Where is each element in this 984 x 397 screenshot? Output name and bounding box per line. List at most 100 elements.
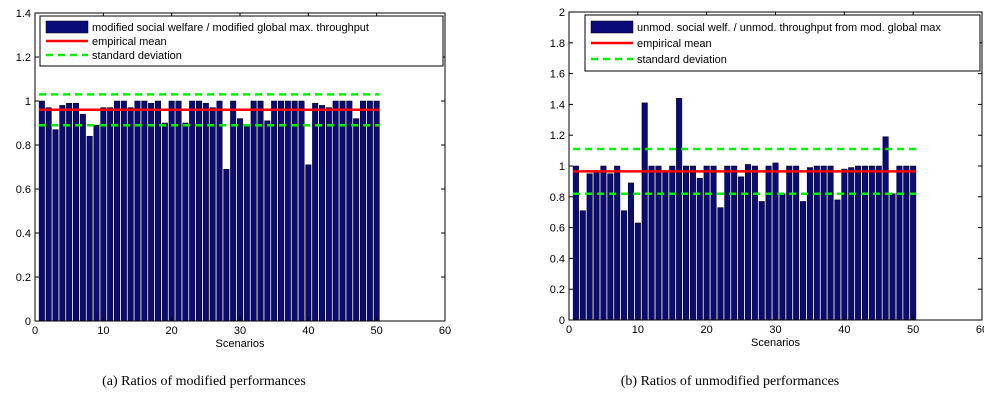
bar-b-17 xyxy=(683,165,690,321)
bar-a-45 xyxy=(339,100,346,322)
legend-label-a-2: standard deviation xyxy=(92,50,182,62)
y-tick-label-b: 1 xyxy=(559,161,565,173)
bar-b-32 xyxy=(786,165,793,321)
bar-a-7 xyxy=(79,113,86,322)
y-tick-label-b: 1.2 xyxy=(550,130,565,142)
bar-a-46 xyxy=(346,100,353,322)
bar-b-37 xyxy=(820,165,827,321)
bar-b-22 xyxy=(717,207,724,321)
bar-a-11 xyxy=(107,107,114,322)
y-tick-label-b: 1.4 xyxy=(550,99,565,111)
bars-a xyxy=(38,100,380,322)
legend-b: unmod. social welf. / unmod. throughput … xyxy=(584,14,981,72)
bar-b-13 xyxy=(655,165,662,321)
legend-box-a xyxy=(39,15,444,67)
reference-lines-b xyxy=(573,147,916,195)
bar-b-18 xyxy=(689,165,696,321)
bar-b-28 xyxy=(758,201,765,321)
x-tick-label-a: 30 xyxy=(234,325,246,337)
bar-b-46 xyxy=(882,136,889,321)
bar-a-47 xyxy=(353,118,360,322)
x-tick-label-a: 60 xyxy=(439,325,451,337)
bar-a-10 xyxy=(100,107,107,322)
ticks-b: 0 10 20 30 40 50 60 0 0.2 0.4 0.6 0.8 1 1.2 1.4 1.6 1.8 2 xyxy=(550,7,984,336)
bar-a-48 xyxy=(360,100,366,322)
bar-b-50 xyxy=(910,165,917,321)
bar-a-49 xyxy=(366,100,373,322)
bar-b-42 xyxy=(855,165,862,321)
bar-a-28 xyxy=(223,168,230,322)
bar-a-37 xyxy=(284,100,291,322)
x-tick-label-a: 0 xyxy=(32,325,38,337)
bar-b-30 xyxy=(772,162,779,321)
legend-a: modified social welfare / modified globa… xyxy=(39,15,444,67)
bar-b-16 xyxy=(676,97,683,321)
bar-a-50 xyxy=(373,100,380,322)
x-tick-label-a: 50 xyxy=(371,325,383,337)
y-tick-label-b: 0.8 xyxy=(550,192,565,204)
bar-b-5 xyxy=(600,165,607,321)
bar-b-20 xyxy=(703,165,710,321)
bar-a-36 xyxy=(278,100,284,322)
x-tick-label-b: 10 xyxy=(632,324,644,336)
chart-panel-a: 0 10 20 30 40 50 60 0 0.2 0.4 0.6 0.8 1 1.2 1.4 Scenar… xyxy=(16,8,451,389)
bar-a-38 xyxy=(291,100,298,322)
bar-b-19 xyxy=(696,178,703,321)
bar-b-39 xyxy=(834,199,841,321)
bar-a-6 xyxy=(73,102,79,322)
legend-label-b-0: unmod. social welf. / unmod. throughput … xyxy=(637,22,941,34)
bar-a-1 xyxy=(38,100,45,322)
y-tick-label-a: 1.2 xyxy=(16,52,31,64)
x-tick-label-a: 40 xyxy=(302,325,314,337)
bar-b-10 xyxy=(634,222,641,321)
legend-swatch-b-0 xyxy=(590,20,634,34)
y-tick-label-a: 0.2 xyxy=(16,272,31,284)
x-tick-label-b: 30 xyxy=(769,324,781,336)
bar-a-42 xyxy=(319,105,325,322)
bar-a-23 xyxy=(189,100,196,322)
bar-b-38 xyxy=(827,165,834,321)
legend-swatch-a-0 xyxy=(45,20,89,34)
bar-a-19 xyxy=(161,122,168,322)
x-tick-label-a: 20 xyxy=(166,325,178,337)
y-tick-label-b: 0.4 xyxy=(550,253,565,265)
bar-a-32 xyxy=(250,100,257,322)
bar-b-21 xyxy=(710,165,717,321)
bar-a-33 xyxy=(257,100,264,322)
bar-b-31 xyxy=(779,193,786,321)
bar-a-27 xyxy=(216,100,223,322)
x-tick-label-b: 40 xyxy=(838,324,850,336)
bar-b-9 xyxy=(627,182,634,321)
x-axis-label-b: Scenarios xyxy=(751,337,800,349)
bar-a-29 xyxy=(230,100,237,322)
bar-b-44 xyxy=(868,165,875,321)
bar-b-15 xyxy=(669,165,676,321)
bar-b-33 xyxy=(793,165,800,321)
bar-b-8 xyxy=(621,210,628,321)
y-tick-label-b: 0 xyxy=(559,315,565,327)
bar-b-24 xyxy=(731,165,738,321)
x-tick-label-b: 50 xyxy=(907,324,919,336)
bar-a-21 xyxy=(175,100,182,322)
bar-a-20 xyxy=(168,100,175,322)
bar-a-24 xyxy=(196,100,202,322)
x-axis-label-a: Scenarios xyxy=(216,338,265,350)
bar-b-35 xyxy=(806,167,813,321)
bar-a-22 xyxy=(182,122,189,322)
caption-b: (b) Ratios of unmodified performances xyxy=(621,374,840,389)
bar-b-34 xyxy=(800,201,807,321)
y-tick-label-b: 0.2 xyxy=(550,284,565,296)
bar-b-48 xyxy=(896,165,903,321)
bar-a-44 xyxy=(332,100,339,322)
bar-b-1 xyxy=(572,165,579,321)
chart-panel-b: 0 10 20 30 40 50 60 0 0.2 0.4 0.6 0.8 1 1.2 1.4 1.6 1.8 2… xyxy=(550,7,984,389)
legend-label-a-0: modified social welfare / modified globa… xyxy=(92,22,369,34)
bar-a-16 xyxy=(141,100,148,322)
bar-a-34 xyxy=(264,120,271,322)
bar-b-23 xyxy=(724,165,731,321)
y-tick-label-a: 1 xyxy=(25,96,31,108)
bar-b-41 xyxy=(848,167,855,321)
bar-a-18 xyxy=(155,100,161,322)
y-tick-label-b: 2 xyxy=(559,7,565,19)
bar-a-26 xyxy=(209,107,216,322)
